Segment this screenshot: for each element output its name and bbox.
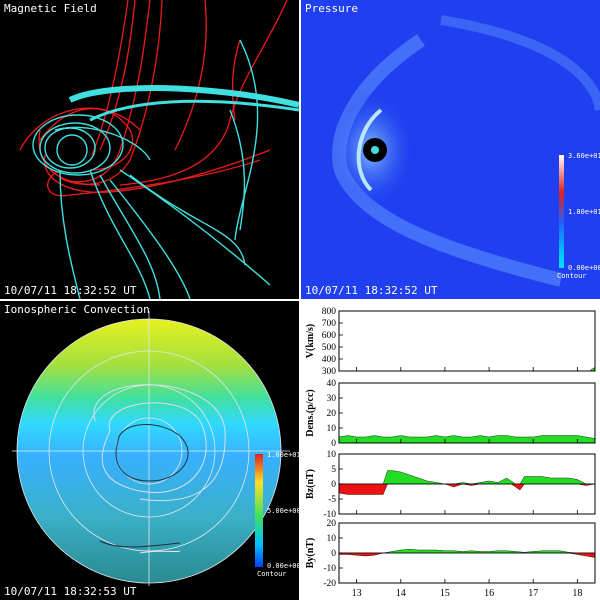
- y-tick-label: -20: [323, 579, 336, 589]
- colorbar-max: 1.00e+01: [267, 451, 299, 459]
- series-area-negative: [338, 552, 596, 558]
- x-tick-label: 14: [396, 588, 406, 599]
- open-field-lines-cyan: [32, 39, 299, 299]
- x-tick-label: 18: [572, 588, 582, 599]
- convection-colorbar: [255, 454, 263, 567]
- timestamp: 10/07/11 18:32:53 UT: [4, 585, 137, 598]
- y-tick-label: -10: [323, 510, 336, 520]
- colorbar-min: 0.00e+00: [568, 264, 600, 272]
- y-tick-label: 600: [322, 331, 337, 341]
- x-tick-label: 16: [484, 588, 494, 599]
- y-tick-label: 0: [331, 439, 336, 449]
- pressure-map: 3.60e+01 1.80e+01 0.00e+00 Contour: [326, 15, 600, 287]
- series-area: [338, 435, 596, 444]
- magnetic-field-lines: [19, 0, 299, 299]
- y-tick-label: 10: [327, 424, 337, 434]
- y-tick-label: 10: [327, 534, 337, 544]
- plot-frame: [338, 310, 596, 372]
- y-tick-label: 0: [331, 549, 336, 559]
- plot-frame: [338, 382, 596, 444]
- y-tick-label: -5: [328, 495, 336, 505]
- x-tick-label: 17: [528, 588, 538, 599]
- y-tick-label: 700: [322, 319, 337, 329]
- timestamp: 10/07/11 18:32:52 UT: [305, 284, 438, 297]
- series-area-positive: [339, 549, 595, 554]
- x-tick-label: 15: [440, 588, 450, 599]
- magnetosheath-upper: [440, 15, 600, 111]
- convection-contours: [93, 384, 226, 554]
- solar-wind-charts: 300400500600700800V(km/s)010203040Dens.(…: [305, 307, 596, 599]
- colorbar-min: 0.00e+00: [267, 562, 299, 570]
- y-tick-label: 400: [322, 355, 337, 365]
- solar-wind-timeseries-panel: 300 400 500 600 700 800 V(km/s) 0 10 20 30 40 Dens.(…: [301, 301, 600, 600]
- colorbar-label: Contour: [257, 570, 287, 578]
- ionosphere-map: 1.00e+01 5.00e+00 0.00e+00 Contour: [12, 311, 299, 586]
- series-area-positive: [339, 470, 595, 485]
- y-axis-label: By(nT): [305, 538, 316, 569]
- y-axis-label: Bz(nT): [305, 469, 316, 499]
- timestamp: 10/07/11 18:32:52 UT: [4, 284, 137, 297]
- closed-field-lines-red: [19, 0, 288, 197]
- series-area-negative: [338, 483, 596, 495]
- panel-title: Ionospheric Convection: [4, 303, 150, 316]
- panel-title: Magnetic Field: [4, 2, 97, 15]
- y-tick-label: 500: [322, 343, 337, 353]
- colorbar-mid: 5.00e+00: [267, 507, 299, 515]
- y-tick-label: 20: [327, 519, 337, 529]
- magnetic-field-panel: Magnetic Field 10/07/11 18:32:52 UT: [0, 0, 299, 299]
- ionospheric-convection-panel: 1.00e+01 5.00e+00 0.00e+00 Contour Ionos…: [0, 301, 299, 600]
- y-tick-label: 30: [327, 394, 337, 404]
- earth-marker: [371, 146, 379, 154]
- colorbar-mid: 1.80e+01: [568, 208, 600, 216]
- colorbar-max: 3.60e+01: [568, 152, 600, 160]
- y-tick-label: 40: [327, 379, 337, 389]
- y-tick-label: 20: [327, 409, 337, 419]
- y-axis-label: Dens.(p/cc): [305, 389, 316, 437]
- pressure-panel: 3.60e+01 1.80e+01 0.00e+00 Contour Press…: [301, 0, 600, 299]
- panel-title: Pressure: [305, 2, 358, 15]
- y-tick-label: 5: [331, 465, 336, 475]
- y-tick-label: 0: [331, 480, 336, 490]
- series-area: [590, 367, 596, 372]
- y-tick-label: 10: [327, 450, 337, 460]
- magnetopause: [356, 108, 383, 192]
- x-tick-label: 13: [352, 588, 362, 599]
- pressure-colorbar: [559, 155, 564, 268]
- y-tick-label: -10: [323, 564, 336, 574]
- y-axis-label: V(km/s): [305, 324, 316, 358]
- y-tick-label: 300: [322, 367, 337, 377]
- y-tick-label: 800: [322, 307, 337, 317]
- colorbar-label: Contour: [557, 272, 587, 280]
